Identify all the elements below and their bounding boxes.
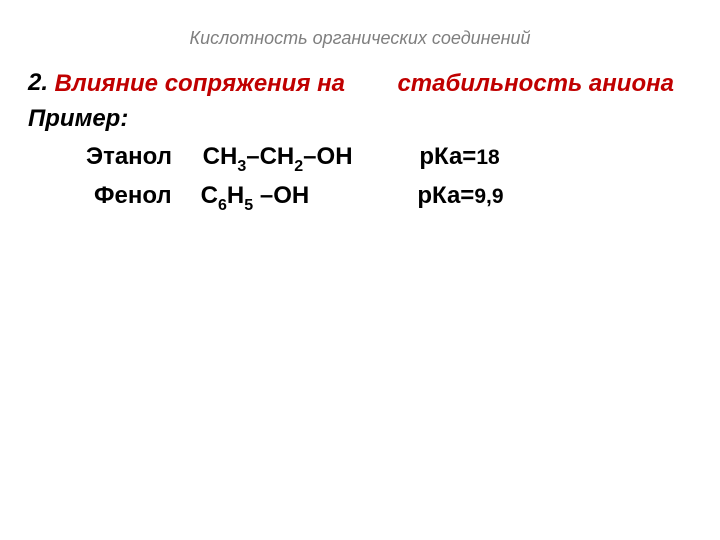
- chem-row-phenol: Фенол С6Н5 –ОН рКа=9,9: [28, 178, 692, 217]
- slide-title: Кислотность органических соединений: [0, 0, 720, 69]
- compound-formula: СН3–СН2–ОН: [203, 139, 413, 178]
- item-number: 2.: [28, 69, 48, 97]
- heading-line-2: стабильность аниона: [349, 69, 674, 99]
- content-area: 2. Влияние сопряжения на стабильность ан…: [0, 69, 720, 217]
- numbered-heading: 2. Влияние сопряжения на стабильность ан…: [28, 69, 692, 99]
- compound-formula: С6Н5 –ОН: [201, 178, 411, 217]
- compound-name: Фенол: [94, 178, 194, 214]
- compound-pka: рКа=9,9: [417, 178, 503, 214]
- compound-name: Этанол: [86, 139, 196, 175]
- example-label: Пример:: [28, 99, 692, 139]
- heading-line-1: Влияние сопряжения на: [52, 69, 345, 99]
- compound-pka: рКа=18: [419, 139, 499, 175]
- chem-row-ethanol: Этанол СН3–СН2–ОН рКа=18: [28, 139, 692, 178]
